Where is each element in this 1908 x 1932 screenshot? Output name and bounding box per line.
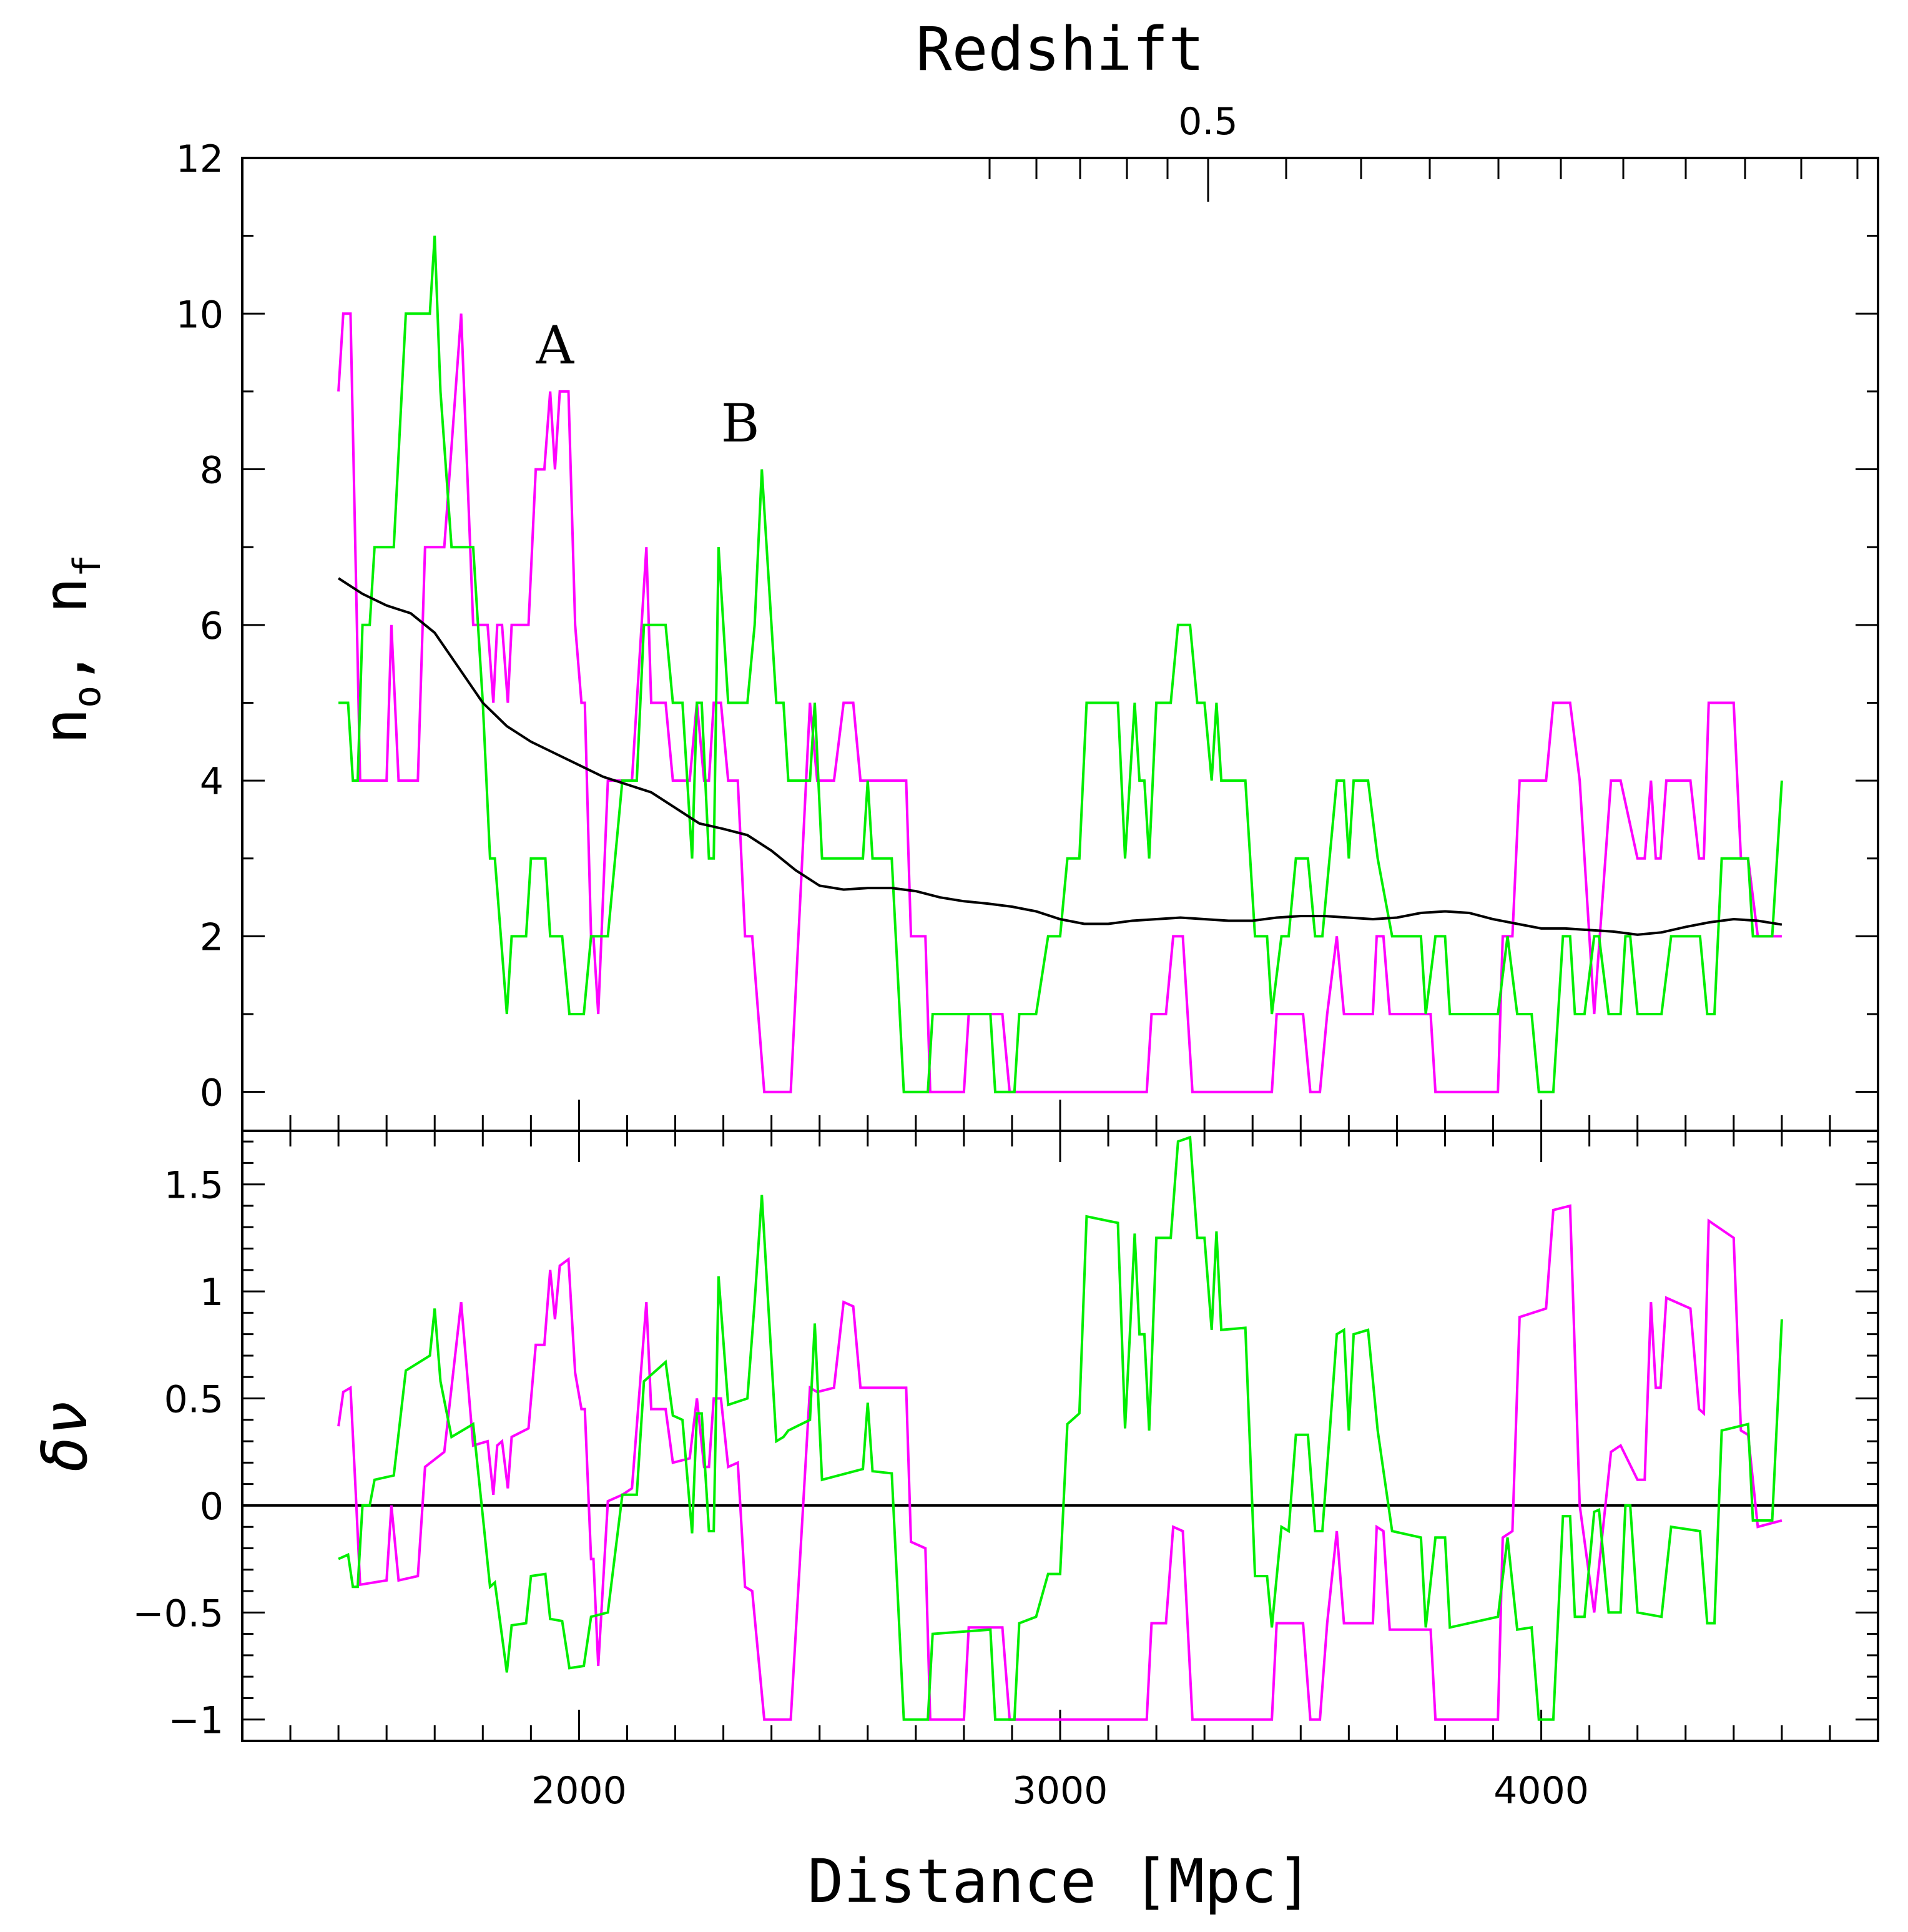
top-ytick-label: 8 (200, 449, 224, 493)
x-axis-title: Distance [Mpc] (807, 1846, 1312, 1916)
top-ytick-label: 12 (176, 137, 224, 181)
top-y-axis-title: no, nf (31, 554, 109, 744)
top-ytick-label: 0 (200, 1072, 224, 1115)
top-ytick-label: 6 (200, 604, 224, 648)
top-series-magenta (337, 312, 1782, 1093)
bottom-panel-frame (241, 1130, 1879, 1742)
bottom-xtick-label: 4000 (1493, 1769, 1589, 1813)
bottom-ytick-label: 1 (200, 1271, 224, 1314)
redshift-tick-label: 0.5 (1178, 100, 1237, 144)
bottom-ytick-label: 0 (200, 1485, 224, 1529)
bottom-ytick-label: 0.5 (164, 1378, 224, 1422)
top-series-group (337, 235, 1783, 1093)
bottom-ticks (242, 1131, 1878, 1741)
top-ytick-label: 4 (200, 760, 224, 804)
bottom-series-group (337, 1135, 1783, 1721)
bottom-ytick-label: −0.5 (132, 1592, 224, 1635)
annotation-B: B (721, 393, 760, 454)
top-ticks (242, 157, 1878, 1131)
top-series-green (338, 235, 1783, 1093)
ylabel-n2: n (31, 577, 101, 613)
bottom-xtick-label: 3000 (1013, 1769, 1108, 1813)
ylabel-sub2: f (66, 554, 109, 577)
top-ytick-label: 2 (200, 915, 224, 959)
ylabel-n1: n (31, 708, 101, 744)
top-ytick-label: 10 (176, 293, 224, 337)
top-series-mean (338, 577, 1783, 936)
bottom-series-green (338, 1135, 1783, 1721)
bottom-series-magenta (337, 1204, 1783, 1721)
top-panel-frame (241, 157, 1879, 1132)
bottom-y-axis-title: δν (31, 1400, 101, 1472)
bottom-xtick-label: 2000 (531, 1769, 627, 1813)
bottom-ytick-label: −1 (169, 1699, 224, 1743)
ylabel-space (31, 613, 101, 649)
bottom-panel: −1 −0.5 0 0.5 1 1.5 2000 3000 4000 (132, 1130, 1879, 1813)
ylabel-comma: , (31, 649, 101, 686)
ylabel-sub1: o (66, 686, 109, 708)
bottom-ytick-label: 1.5 (164, 1164, 224, 1208)
bottom-tick-labels: −1 −0.5 0 0.5 1 1.5 2000 3000 4000 (132, 1164, 1589, 1813)
top-axis-title: Redshift (916, 14, 1204, 84)
annotation-A: A (536, 315, 575, 376)
